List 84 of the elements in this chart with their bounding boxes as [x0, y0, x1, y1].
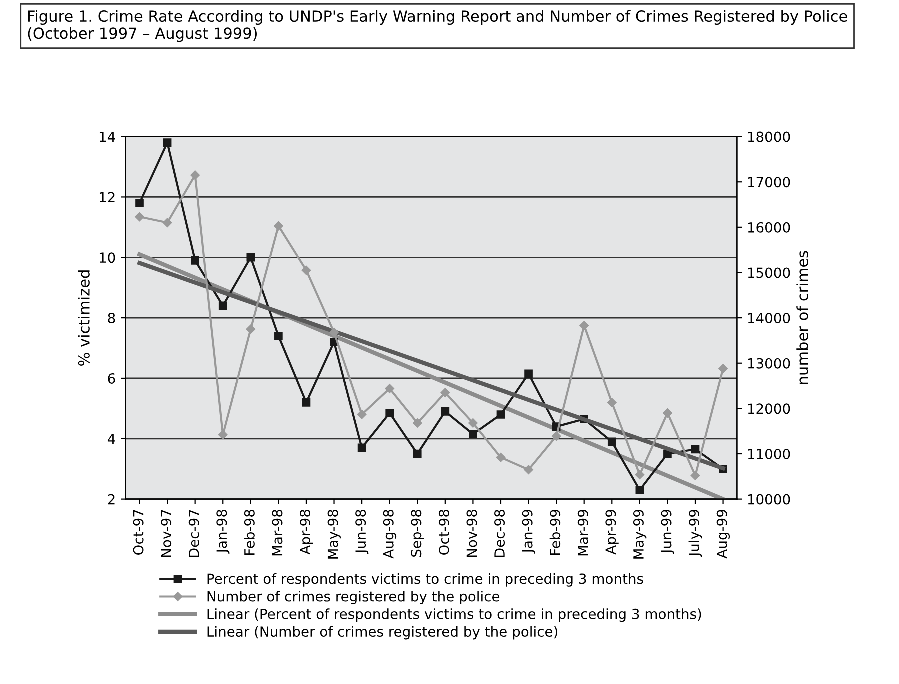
- y-tick-label: 6: [108, 373, 116, 384]
- y2-tick-label: 18000: [748, 132, 790, 142]
- x-tick-label: July-99: [688, 510, 702, 558]
- point: [496, 410, 506, 419]
- x-tick-label: Feb-99: [550, 510, 561, 555]
- y2-tick-label: 13000: [748, 358, 790, 369]
- point: [580, 321, 589, 330]
- x-tick-label: May-99: [633, 510, 647, 559]
- point: [191, 256, 200, 265]
- y-tick-label: 12: [100, 192, 115, 202]
- point: [163, 138, 172, 148]
- y2-tick-label: 14000: [748, 313, 790, 324]
- y2-tick-label: 10000: [748, 494, 790, 505]
- point: [330, 328, 339, 338]
- point: [190, 170, 200, 180]
- chart-title: Figure 1. Crime Rate According to UNDP's Early Warning Report and Number of Crimes Registered by Police (October 1997 – August 1999): [28, 10, 848, 42]
- point: [690, 471, 700, 480]
- point: [469, 430, 478, 439]
- x-tick-label: Oct-98: [438, 510, 450, 555]
- point: [218, 430, 228, 440]
- x-tick-label: Mar-98: [272, 510, 283, 556]
- x-tick-label: Apr-99: [606, 510, 619, 555]
- point: [691, 445, 700, 454]
- legend-label: Linear (Number of crimes registered by the police): [208, 626, 558, 640]
- y2-tick-label: 12000: [748, 404, 790, 414]
- point: [413, 418, 422, 428]
- y2-tick-label: 11000: [748, 448, 790, 460]
- x-tick-label: Jan-98: [216, 510, 230, 554]
- x-tick-label: Jun-99: [661, 510, 674, 554]
- y2-axis-title: number of crimes: [796, 251, 808, 384]
- y-tick-label: 4: [108, 434, 116, 444]
- y-tick-label: 10: [100, 252, 116, 264]
- point: [552, 432, 562, 441]
- point: [441, 408, 450, 416]
- x-tick-label: Jun-98: [356, 510, 369, 554]
- point: [663, 408, 672, 418]
- point: [524, 465, 534, 474]
- x-tick-label: Mar-99: [578, 510, 588, 556]
- x-tick-label: Dec-97: [188, 510, 200, 558]
- point: [468, 418, 478, 428]
- point: [302, 266, 312, 276]
- y2-tick-label: 16000: [748, 222, 790, 233]
- x-tick-label: Jan-99: [522, 510, 536, 554]
- point: [274, 332, 283, 340]
- x-tick-label: Nov-97: [161, 510, 172, 558]
- point: [385, 384, 394, 394]
- point: [718, 364, 728, 374]
- x-tick-label: Sep-98: [411, 510, 424, 557]
- point: [135, 212, 144, 222]
- x-tick-label: Nov-98: [466, 510, 478, 558]
- point: [246, 253, 256, 262]
- point: [608, 438, 616, 446]
- point: [635, 470, 645, 480]
- y2-tick-label: 15000: [748, 268, 790, 278]
- point: [357, 410, 367, 420]
- point: [274, 221, 284, 231]
- x-tick-label: Oct-97: [133, 510, 144, 555]
- point: [162, 218, 172, 228]
- point: [524, 370, 533, 378]
- y-tick-label: 14: [100, 132, 116, 142]
- x-tick-label: Dec-98: [494, 510, 506, 558]
- point: [358, 444, 366, 452]
- point: [636, 486, 644, 494]
- x-tick-label: Aug-99: [716, 510, 730, 559]
- y2-tick-label: 17000: [748, 177, 790, 188]
- point: [413, 450, 422, 458]
- y-axis-title: % victimized: [78, 270, 90, 366]
- y-tick-label: 2: [108, 494, 115, 505]
- legend-label: Percent of respondents victims to crime in preceding 3 months: [208, 573, 644, 587]
- point: [496, 453, 506, 462]
- point: [302, 398, 311, 407]
- point: [386, 409, 394, 418]
- point: [218, 302, 228, 310]
- point: [136, 199, 144, 208]
- x-tick-label: Apr-98: [300, 510, 314, 555]
- legend-label: Linear (Percent of respondents victims to crime in preceding 3 months): [208, 608, 702, 622]
- point: [246, 324, 256, 334]
- x-tick-label: May-98: [328, 510, 341, 559]
- x-tick-label: Aug-98: [383, 510, 397, 559]
- point: [440, 388, 450, 398]
- point: [608, 398, 617, 408]
- legend-label: Number of crimes registered by the police: [208, 591, 500, 604]
- y-tick-label: 8: [108, 313, 116, 324]
- x-tick-label: Feb-98: [244, 510, 255, 555]
